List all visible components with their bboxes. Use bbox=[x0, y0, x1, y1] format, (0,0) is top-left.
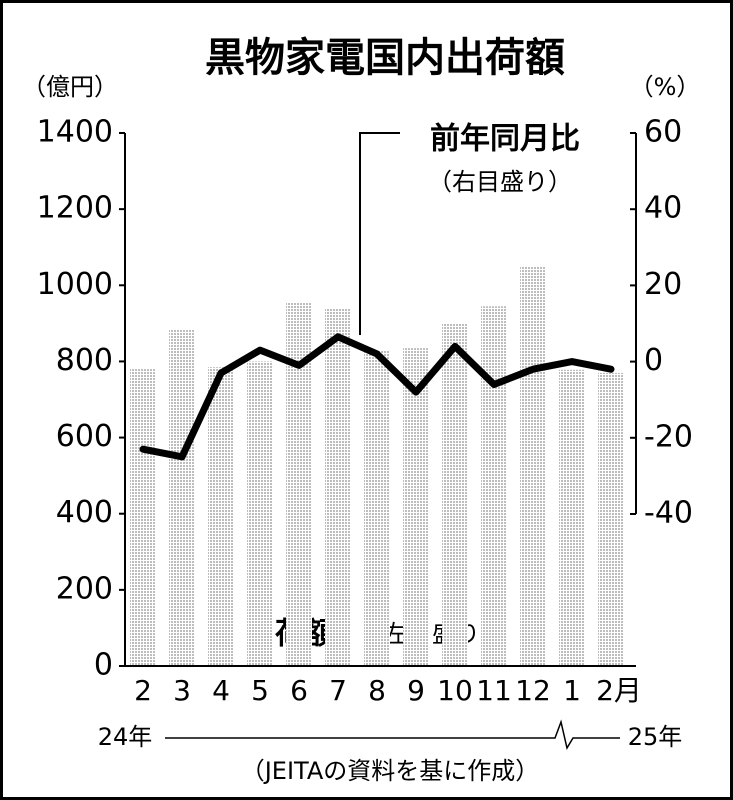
x-tick-label: 1 bbox=[563, 674, 581, 707]
y-tick-label: 200 bbox=[56, 571, 113, 606]
source: （JEITAの資料を基に作成） bbox=[241, 757, 540, 785]
y-axis-label: （億円） bbox=[22, 73, 118, 101]
year-divider bbox=[165, 719, 620, 750]
bar bbox=[130, 369, 156, 666]
y-tick-label: 1000 bbox=[37, 267, 113, 302]
x-tick-label: 4 bbox=[212, 674, 230, 707]
bar bbox=[481, 306, 507, 666]
chart-title: 黒物家電国内出荷額 bbox=[205, 35, 565, 81]
y2-tick-label: 40 bbox=[644, 191, 682, 226]
line-series bbox=[139, 333, 615, 461]
y2-tick-label: -40 bbox=[644, 496, 693, 531]
year-label: 25年 bbox=[628, 723, 683, 751]
bar bbox=[403, 348, 429, 666]
y-tick-label: 1400 bbox=[37, 115, 113, 150]
x-tick-label: 8 bbox=[368, 674, 386, 707]
x-tick-label: 11 bbox=[476, 674, 512, 707]
bar bbox=[520, 266, 546, 666]
y-tick-label: 0 bbox=[94, 648, 113, 683]
bar bbox=[442, 323, 468, 666]
bar bbox=[364, 350, 390, 666]
bar bbox=[325, 308, 351, 666]
y2-tick-label: 20 bbox=[644, 267, 682, 302]
x-tick-label: 12 bbox=[515, 674, 551, 707]
line-legend: 前年同月比 bbox=[430, 122, 580, 157]
bar bbox=[208, 367, 234, 666]
x-tick-label: 9 bbox=[407, 674, 425, 707]
x-tick-label: 3 bbox=[173, 674, 191, 707]
y-tick-label: 800 bbox=[56, 343, 113, 378]
y-tick-label: 400 bbox=[56, 495, 113, 530]
y2-tick-label: 60 bbox=[644, 115, 682, 150]
year-label: 24年 bbox=[98, 723, 153, 751]
bar bbox=[169, 329, 195, 666]
annotation: （右目盛り） bbox=[428, 168, 572, 196]
y2-tick-label: 0 bbox=[644, 343, 663, 378]
bar bbox=[598, 372, 624, 666]
x-tick-label: 10 bbox=[437, 674, 473, 707]
x-tick-label: 7 bbox=[329, 674, 347, 707]
x-tick-label: 2 bbox=[134, 674, 152, 707]
y-tick-label: 1200 bbox=[37, 191, 113, 226]
bar bbox=[247, 361, 273, 666]
y2-axis-label: （%） bbox=[630, 73, 701, 101]
x-tick-label: 6 bbox=[290, 674, 308, 707]
bar bbox=[559, 369, 585, 666]
y2-tick-label: -20 bbox=[644, 419, 693, 454]
leader-line bbox=[359, 132, 400, 335]
y-tick-label: 600 bbox=[56, 419, 113, 454]
x-tick-label: 2月 bbox=[596, 674, 642, 707]
x-tick-label: 5 bbox=[251, 674, 269, 707]
